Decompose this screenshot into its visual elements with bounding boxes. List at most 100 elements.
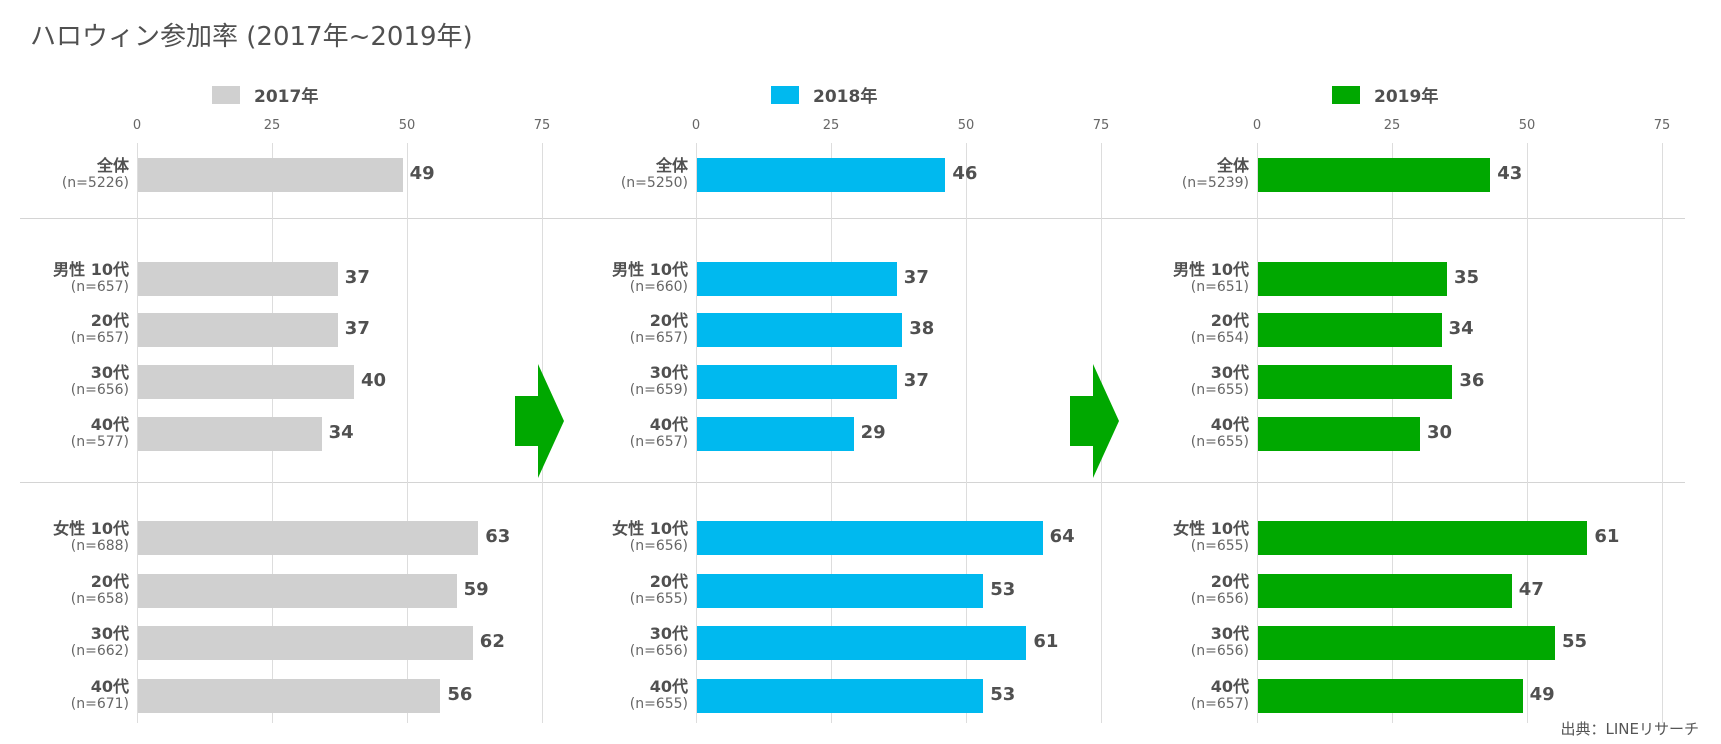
bar xyxy=(1258,679,1523,713)
data-label: 63 xyxy=(485,526,511,547)
bar xyxy=(697,313,903,347)
row-group-label: 20代 xyxy=(649,572,688,591)
data-label: 59 xyxy=(463,579,489,600)
data-label: 37 xyxy=(903,267,929,288)
row-group-label: 女性 10代 xyxy=(612,519,688,538)
row-label: 男性 10代 (n=651) xyxy=(1124,260,1249,296)
row-group-label: 40代 xyxy=(649,677,688,696)
row-group-label: 男性 10代 xyxy=(53,260,129,279)
row-group-label: 全体 xyxy=(655,156,688,175)
row-sample-size: (n=5239) xyxy=(1181,175,1249,191)
row-sample-size: (n=658) xyxy=(70,591,129,607)
bar xyxy=(138,158,403,192)
row-sample-size: (n=577) xyxy=(70,434,129,450)
bar xyxy=(697,417,854,451)
data-label: 43 xyxy=(1497,163,1523,184)
row-sample-size: (n=659) xyxy=(629,382,688,398)
row-label: 女性 10代 (n=655) xyxy=(1124,519,1249,555)
data-label: 46 xyxy=(952,163,978,184)
source-note: 出典：LINEリサーチ xyxy=(1560,720,1699,738)
row-sample-size: (n=5250) xyxy=(620,175,688,191)
data-label: 61 xyxy=(1594,526,1620,547)
legend-swatch xyxy=(212,85,240,104)
row-group-label: 30代 xyxy=(649,363,688,382)
row-sample-size: (n=5226) xyxy=(61,175,129,191)
gridline xyxy=(137,143,138,723)
row-group-label: 40代 xyxy=(1210,415,1249,434)
legend-label: 2019年 xyxy=(1374,87,1439,107)
row-sample-size: (n=657) xyxy=(70,330,129,346)
row-sample-size: (n=651) xyxy=(1190,279,1249,295)
group-divider xyxy=(20,482,1685,483)
bar xyxy=(1258,158,1491,192)
row-label: 30代 (n=655) xyxy=(1124,363,1249,399)
gridline xyxy=(1257,143,1258,723)
row-sample-size: (n=656) xyxy=(629,538,688,554)
bar xyxy=(138,521,479,555)
row-label: 30代 (n=656) xyxy=(563,624,688,660)
bar xyxy=(138,365,354,399)
row-sample-size: (n=656) xyxy=(1190,643,1249,659)
bar xyxy=(1258,574,1512,608)
arrow-right-icon xyxy=(515,364,564,478)
row-label: 20代 (n=654) xyxy=(1124,311,1249,347)
legend-item: 2019年 xyxy=(1332,82,1438,107)
x-tick-label: 50 xyxy=(957,118,975,133)
bar xyxy=(138,626,473,660)
x-tick-label: 75 xyxy=(533,118,551,133)
row-group-label: 40代 xyxy=(90,677,129,696)
data-label: 29 xyxy=(860,422,886,443)
row-label: 男性 10代 (n=660) xyxy=(563,260,688,296)
bar xyxy=(1258,626,1555,660)
bar xyxy=(138,417,322,451)
row-label: 20代 (n=657) xyxy=(563,311,688,347)
data-label: 53 xyxy=(990,579,1016,600)
row-group-label: 30代 xyxy=(1210,363,1249,382)
row-group-label: 30代 xyxy=(90,363,129,382)
row-label: 全体 (n=5239) xyxy=(1124,156,1249,192)
data-label: 49 xyxy=(1529,684,1555,705)
data-label: 35 xyxy=(1454,267,1480,288)
row-sample-size: (n=660) xyxy=(629,279,688,295)
row-group-label: 全体 xyxy=(96,156,129,175)
row-sample-size: (n=657) xyxy=(1190,696,1249,712)
row-group-label: 40代 xyxy=(649,415,688,434)
row-group-label: 男性 10代 xyxy=(612,260,688,279)
bar xyxy=(138,679,441,713)
bar xyxy=(697,679,984,713)
chart-title: ハロウィン参加率 (2017年~2019年) xyxy=(30,22,473,52)
bar xyxy=(1258,521,1588,555)
bar xyxy=(1258,417,1420,451)
row-sample-size: (n=688) xyxy=(70,538,129,554)
row-label: 40代 (n=655) xyxy=(563,677,688,713)
row-group-label: 20代 xyxy=(90,311,129,330)
data-label: 49 xyxy=(409,163,435,184)
bar xyxy=(697,262,897,296)
x-tick-label: 50 xyxy=(1518,118,1536,133)
row-label: 男性 10代 (n=657) xyxy=(4,260,129,296)
row-group-label: 全体 xyxy=(1216,156,1249,175)
gridline xyxy=(966,143,967,723)
data-label: 37 xyxy=(344,267,370,288)
bar xyxy=(697,158,946,192)
data-label: 36 xyxy=(1459,370,1485,391)
data-label: 37 xyxy=(903,370,929,391)
row-group-label: 20代 xyxy=(1210,572,1249,591)
arrow-right-icon xyxy=(1070,364,1119,478)
row-label: 女性 10代 (n=656) xyxy=(563,519,688,555)
row-label: 20代 (n=655) xyxy=(563,572,688,608)
row-label: 30代 (n=656) xyxy=(1124,624,1249,660)
x-tick-label: 25 xyxy=(1383,118,1401,133)
x-tick-label: 75 xyxy=(1092,118,1110,133)
legend-item: 2018年 xyxy=(771,82,877,107)
row-sample-size: (n=671) xyxy=(70,696,129,712)
row-label: 20代 (n=657) xyxy=(4,311,129,347)
gridline xyxy=(1662,143,1663,723)
bar xyxy=(138,574,457,608)
data-label: 64 xyxy=(1049,526,1075,547)
legend-swatch xyxy=(1332,85,1360,104)
gridline xyxy=(1527,143,1528,723)
x-tick-label: 0 xyxy=(132,118,142,133)
row-group-label: 30代 xyxy=(649,624,688,643)
bar xyxy=(138,262,338,296)
